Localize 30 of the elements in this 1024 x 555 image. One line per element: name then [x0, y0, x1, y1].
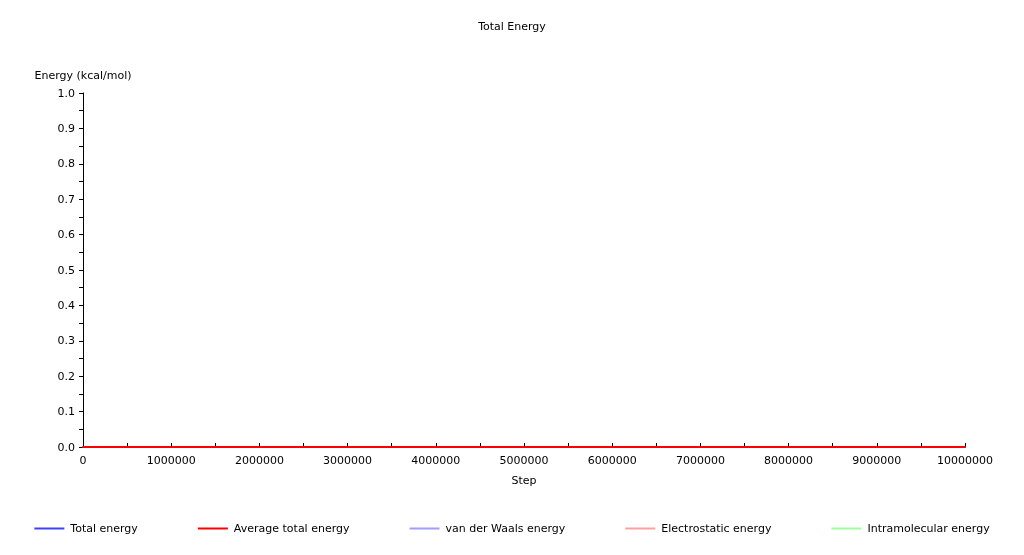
- y-tick-label: 0.7: [57, 192, 75, 206]
- x-tick-label: 8000000: [764, 454, 814, 467]
- x-tick-label: 5000000: [499, 454, 549, 467]
- y-tick-label: 0.4: [57, 298, 75, 312]
- y-tick-label: 0.3: [57, 334, 75, 348]
- y-tick-label: 0.5: [57, 263, 75, 277]
- y-tick-label: 1.0: [57, 86, 75, 100]
- x-axis-title: Step: [511, 474, 537, 487]
- x-tick-label: 6000000: [587, 454, 637, 467]
- y-tick-label: 0.2: [57, 369, 75, 383]
- legend-label: Total energy: [69, 522, 139, 535]
- x-tick-label: 7000000: [675, 454, 725, 467]
- x-tick-label: 1000000: [146, 454, 196, 467]
- legend-label: Electrostatic energy: [661, 522, 772, 535]
- y-tick-label: 0.8: [57, 157, 75, 171]
- legend-label: Intramolecular energy: [867, 522, 991, 535]
- legend-label: Average total energy: [233, 522, 350, 535]
- x-tick-label: 9000000: [852, 454, 902, 467]
- y-tick-label: 0.0: [57, 440, 75, 454]
- y-tick-label: 0.1: [57, 405, 75, 419]
- y-tick-label: 0.6: [57, 228, 75, 242]
- x-tick-label: 3000000: [323, 454, 373, 467]
- y-axis-title: Energy (kcal/mol): [34, 69, 132, 82]
- chart-title: Total Energy: [477, 20, 547, 33]
- y-tick-label: 0.9: [57, 121, 75, 135]
- legend-label: van der Waals energy: [445, 522, 566, 535]
- x-tick-label: 10000000: [937, 454, 993, 467]
- x-tick-label: 2000000: [234, 454, 284, 467]
- x-tick-label: 0: [79, 454, 87, 467]
- x-tick-label: 4000000: [411, 454, 461, 467]
